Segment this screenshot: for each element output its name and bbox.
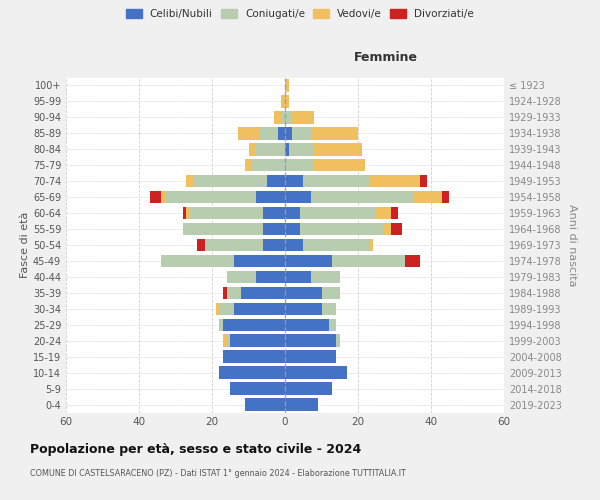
Bar [285,302,322,315]
Bar [285,175,303,188]
Bar [285,382,332,395]
Bar [314,143,362,156]
Bar [391,223,402,235]
Bar [223,334,227,347]
Legend: Celibi/Nubili, Coniugati/e, Vedovi/e, Divorziati/e: Celibi/Nubili, Coniugati/e, Vedovi/e, Di… [122,5,478,24]
Bar [391,207,398,220]
Bar [311,191,413,203]
Y-axis label: Fasce di età: Fasce di età [20,212,30,278]
Bar [285,366,347,379]
Bar [285,270,311,283]
Bar [220,302,234,315]
Bar [205,239,263,251]
Bar [285,286,322,299]
Bar [285,95,289,108]
Bar [263,239,285,251]
Bar [256,143,285,156]
Bar [292,111,314,124]
Bar [230,382,285,395]
Bar [285,207,299,220]
Bar [234,302,285,315]
Bar [238,127,259,140]
Bar [248,143,256,156]
Bar [241,286,285,299]
Bar [285,191,311,203]
Bar [299,223,383,235]
Bar [220,318,223,331]
Bar [292,127,311,140]
Bar [164,191,256,203]
Bar [194,175,267,188]
Bar [245,398,285,410]
Bar [227,286,241,299]
Bar [278,127,285,140]
Bar [223,350,285,363]
Bar [285,127,292,140]
Bar [256,270,285,283]
Bar [285,254,332,267]
Bar [150,191,161,203]
Bar [285,334,336,347]
Bar [281,95,285,108]
Bar [161,254,234,267]
Bar [383,223,391,235]
Bar [190,207,263,220]
Text: Popolazione per età, sesso e stato civile - 2024: Popolazione per età, sesso e stato civil… [30,442,361,456]
Bar [197,239,205,251]
Bar [252,159,285,172]
Bar [274,111,281,124]
Bar [259,127,278,140]
Text: Femmine: Femmine [354,51,418,64]
Bar [220,366,285,379]
Bar [406,254,420,267]
Bar [332,254,406,267]
Bar [314,159,365,172]
Bar [187,207,190,220]
Bar [245,159,252,172]
Bar [303,175,369,188]
Bar [336,334,340,347]
Bar [322,302,336,315]
Bar [299,207,376,220]
Bar [183,223,263,235]
Bar [256,191,285,203]
Bar [285,80,289,92]
Bar [413,191,442,203]
Bar [285,159,314,172]
Bar [311,270,340,283]
Bar [285,143,289,156]
Bar [442,191,449,203]
Bar [227,334,230,347]
Bar [234,254,285,267]
Bar [223,286,227,299]
Bar [227,270,256,283]
Bar [285,111,292,124]
Bar [369,239,373,251]
Bar [230,334,285,347]
Bar [289,143,314,156]
Bar [263,223,285,235]
Bar [285,223,299,235]
Bar [281,111,285,124]
Y-axis label: Anni di nascita: Anni di nascita [567,204,577,286]
Bar [369,175,420,188]
Bar [285,318,329,331]
Bar [329,318,336,331]
Text: COMUNE DI CASTELSARACENO (PZ) - Dati ISTAT 1° gennaio 2024 - Elaborazione TUTTIT: COMUNE DI CASTELSARACENO (PZ) - Dati IST… [30,469,406,478]
Bar [285,350,336,363]
Bar [263,207,285,220]
Bar [215,302,220,315]
Bar [285,239,303,251]
Bar [187,175,194,188]
Bar [223,318,285,331]
Bar [376,207,391,220]
Bar [161,191,164,203]
Bar [311,127,358,140]
Bar [420,175,427,188]
Bar [285,398,318,410]
Bar [267,175,285,188]
Bar [183,207,187,220]
Bar [322,286,340,299]
Bar [303,239,369,251]
